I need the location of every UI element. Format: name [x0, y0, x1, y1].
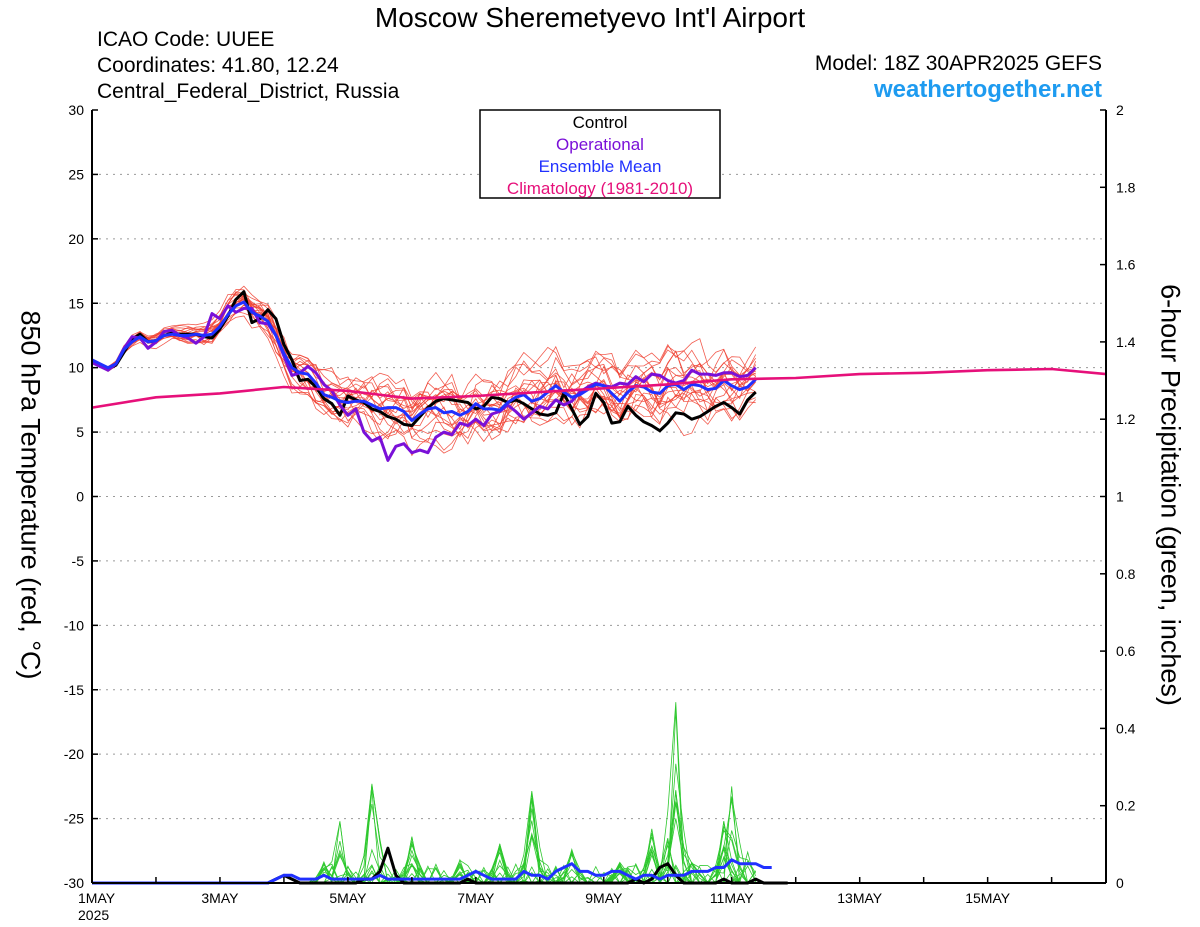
ensemble-members-precip [92, 702, 757, 884]
model-run: Model: 18Z 30APR2025 GEFS [814, 52, 1102, 75]
coordinates: Coordinates: 41.80, 12.24 [97, 54, 339, 77]
ensemble-member-temp-line [91, 289, 757, 408]
ensemble-member-temp-line [91, 299, 756, 443]
legend-item: Climatology (1981-2010) [507, 179, 693, 198]
y-tick-label-right: 0.6 [1116, 643, 1136, 659]
ensemble-member-temp-line [91, 293, 756, 406]
x-tick-label: 3MAY [201, 890, 239, 906]
region: Central_Federal_District, Russia [97, 80, 400, 103]
legend-item: Control [573, 113, 628, 132]
y-axis-label-right: 6-hour Precipitation (green, inches) [1155, 284, 1186, 706]
axes: 302520151050-5-10-15-20-25-3021.81.61.41… [64, 102, 1136, 923]
y-tick-label-left: 15 [68, 295, 84, 311]
y-tick-label-left: 25 [68, 166, 84, 182]
y-tick-label-left: 0 [76, 489, 84, 505]
legend-item: Ensemble Mean [539, 157, 662, 176]
y-tick-label-right: 0 [1116, 875, 1124, 891]
y-tick-label-right: 0.4 [1116, 720, 1136, 736]
y-axis-label-left: 850 hPa Temperature (red, °C) [15, 310, 46, 680]
legend-item: Operational [556, 135, 644, 154]
y-tick-label-right: 2 [1116, 102, 1124, 118]
ensemble-member-temp-line [91, 297, 756, 440]
y-tick-label-right: 1.6 [1116, 257, 1136, 273]
ensemble-member-temp-line [91, 294, 757, 411]
icao-code: ICAO Code: UUEE [97, 28, 275, 51]
y-tick-label-left: 5 [76, 424, 84, 440]
y-tick-label-left: -10 [64, 617, 84, 633]
chart-title: Moscow Sheremetyevo Int'l Airport [374, 2, 806, 33]
site-link[interactable]: weathertogether.net [873, 76, 1102, 103]
y-tick-label-left: 10 [68, 360, 84, 376]
ensemble-member-temp-line [91, 296, 757, 429]
x-tick-sublabel: 2025 [78, 907, 109, 923]
legend: Control Operational Ensemble Mean Climatolo… [479, 109, 721, 199]
x-tick-label: 1MAY [78, 890, 116, 906]
series-lines [91, 290, 1107, 885]
y-tick-label-left: 30 [68, 102, 84, 118]
operational-temp-line [91, 304, 757, 462]
y-tick-label-right: 1.2 [1116, 411, 1136, 427]
x-tick-label: 11MAY [710, 890, 754, 906]
ensemble-member-temp-line [91, 310, 757, 454]
y-tick-label-left: -25 [64, 811, 84, 827]
y-tick-label-left: -30 [64, 875, 84, 891]
x-tick-label: 7MAY [457, 890, 495, 906]
x-tick-label: 15MAY [965, 890, 1011, 906]
x-tick-label: 9MAY [585, 890, 623, 906]
y-tick-label-right: 1.4 [1116, 334, 1136, 350]
y-tick-label-left: -20 [64, 746, 84, 762]
ensemble-member-temp-line [91, 295, 757, 415]
climatology-1981-2010-temp-line [91, 367, 1107, 409]
ensemble-mean-temp-line [91, 300, 757, 422]
y-tick-label-right: 0.2 [1116, 798, 1136, 814]
y-tick-label-left: 20 [68, 231, 84, 247]
legend-box [479, 109, 721, 199]
y-tick-label-right: 1.8 [1116, 179, 1136, 195]
y-tick-label-left: -15 [64, 682, 84, 698]
x-tick-label: 13MAY [837, 890, 883, 906]
ensemble-member-temp-line [91, 295, 756, 434]
y-tick-label-left: -5 [72, 553, 85, 569]
grid-lines [92, 173, 1106, 820]
x-tick-label: 5MAY [329, 890, 367, 906]
y-tick-label-right: 0.8 [1116, 566, 1136, 582]
y-tick-label-right: 1 [1116, 489, 1124, 505]
